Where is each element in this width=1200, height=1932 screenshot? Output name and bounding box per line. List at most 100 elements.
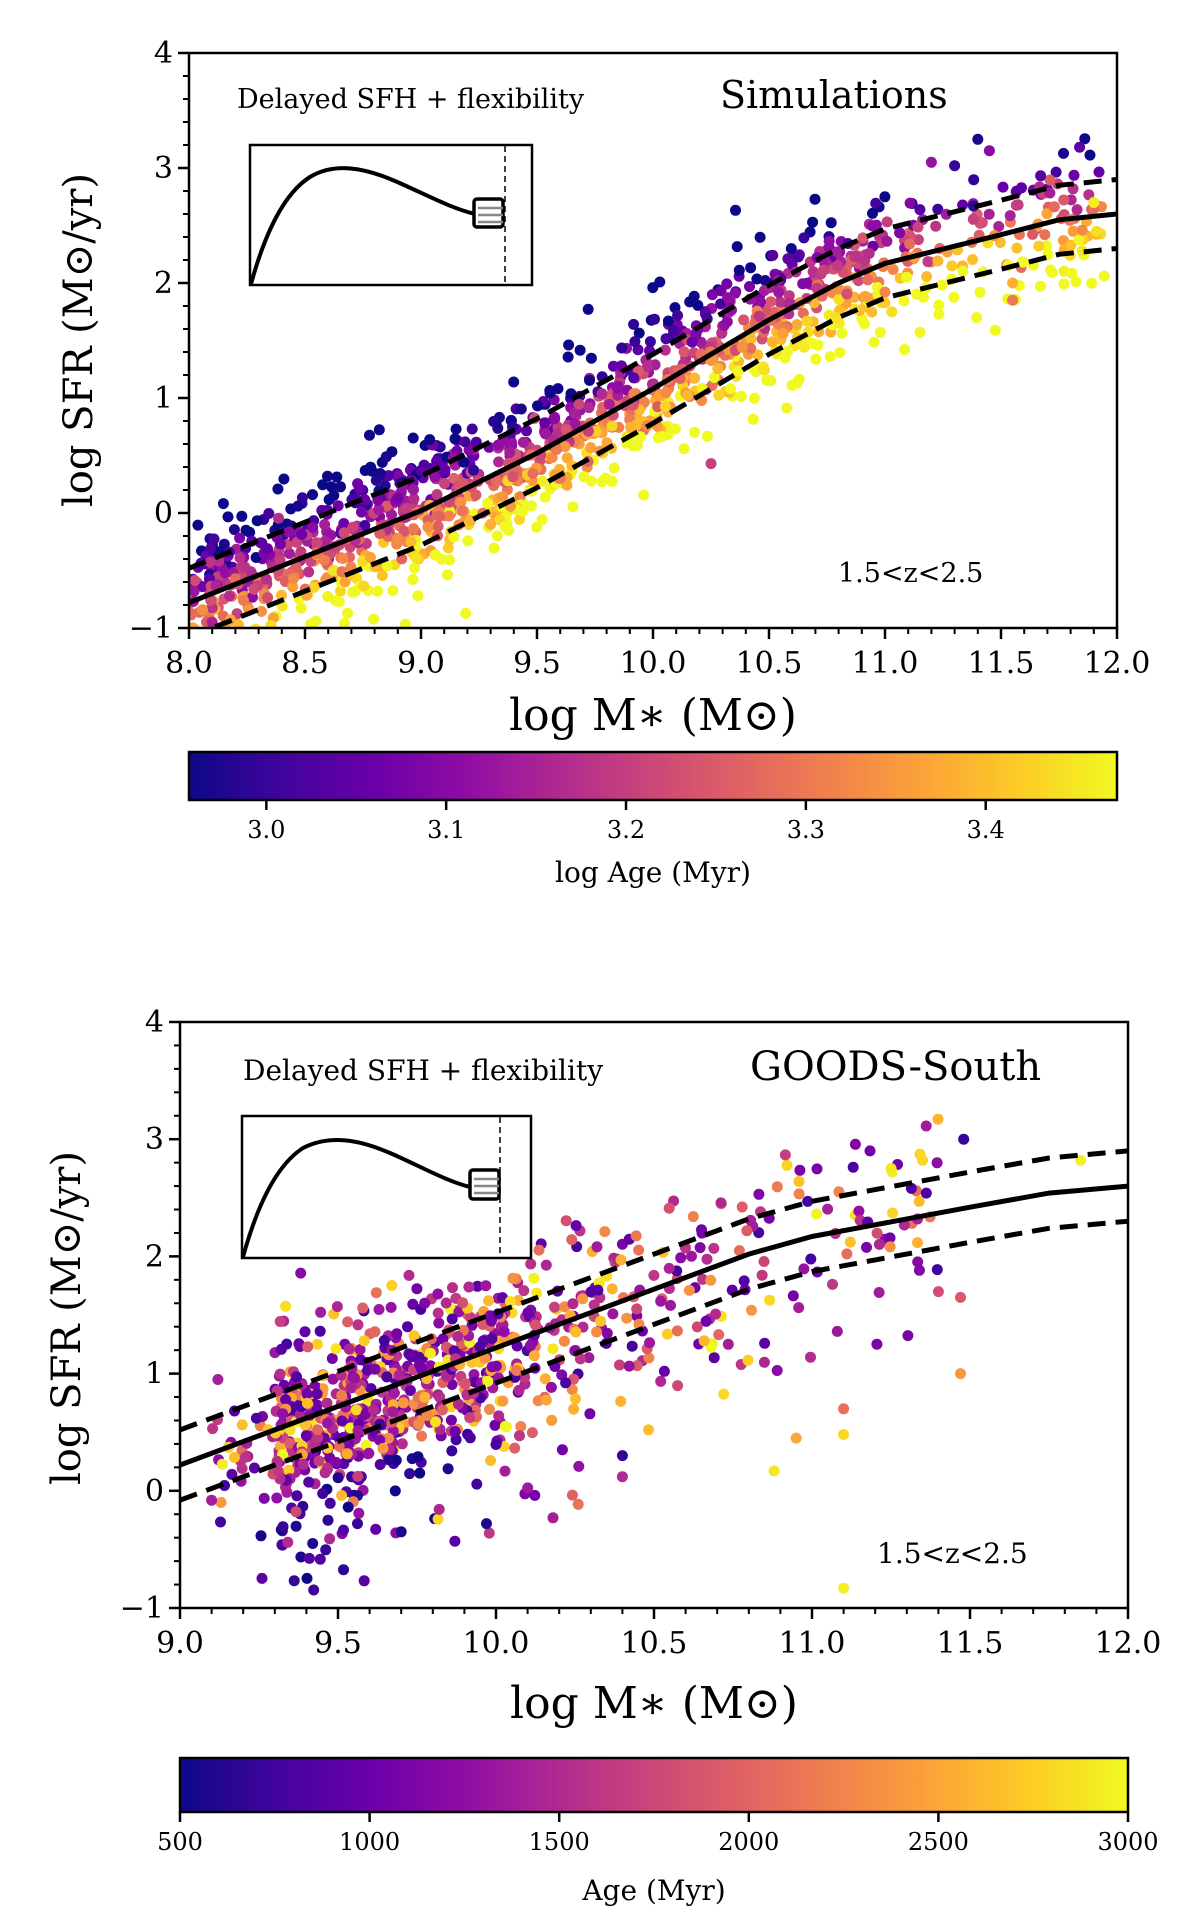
scatter-point [668,324,680,336]
scatter-point [408,493,420,505]
scatter-point [459,1378,471,1390]
scatter-point [566,1489,578,1501]
scatter-point [596,388,608,400]
scatter-point [358,1575,370,1587]
scatter-point [567,1298,579,1310]
scatter-point [662,315,674,327]
scatter-point [1044,187,1056,199]
scatter-point [914,326,926,338]
lower-scatter-line [205,246,1117,628]
scatter-point [277,1408,289,1420]
scatter-point [643,1352,655,1364]
scatter-point [395,1526,407,1538]
scatter-point [710,1308,722,1320]
scatter-point [468,464,479,476]
scatter-point [485,1315,497,1327]
scatter-point [779,1149,791,1161]
scatter-point [612,380,624,392]
scatter-point [616,1471,628,1483]
scatter-point [250,1412,262,1424]
scatter-point [754,231,766,243]
scatter-point [471,1280,483,1292]
scatter-point [759,1337,771,1349]
scatter-point [663,1202,675,1214]
scatter-point [446,1379,458,1390]
scatter-point [290,1520,302,1532]
scatter-point [606,420,618,432]
scatter-point [332,1472,344,1484]
scatter-point [408,1330,420,1342]
scatter-point [614,1359,625,1371]
main-sequence-line [189,211,1117,606]
scatter-point [215,1516,226,1528]
scatter-point [463,1281,475,1293]
scatter-point [402,1321,413,1333]
scatter-point [560,424,572,435]
scatter-point [262,592,274,604]
scatter-point [558,1335,570,1347]
scatter-point [319,1467,331,1479]
scatter-point [486,1361,498,1373]
scatter-point [352,1319,364,1331]
scatter-point [277,1521,289,1533]
scatter-point [338,527,350,539]
scatter-point [431,455,443,467]
scatter-point [433,1317,445,1329]
scatter-point [683,1284,695,1296]
scatter-point [334,585,346,597]
scatter-point [599,1226,611,1238]
scatter-point [446,1445,458,1457]
scatter-point [350,1404,362,1416]
scatter-point [1088,197,1100,208]
scatter-point [299,1326,311,1338]
scatter-point [570,1326,582,1338]
scatter-point [434,1391,446,1403]
scatter-point [866,306,878,318]
scatter-point [497,491,509,503]
scatter-point [823,235,835,247]
scatter-point [327,565,339,576]
scatter-point [733,264,745,276]
scatter-point [755,296,766,308]
scatter-point [280,1300,292,1312]
scatter-point [514,1430,525,1442]
scatter-point [429,549,441,561]
scatter-point [220,633,231,644]
scatter-point [560,1377,572,1389]
scatter-point [262,543,273,555]
y-tick-label: 4 [145,1005,164,1040]
panel-goods-south: 9.0 9.5 10.0 10.5 11.0 11.5 12.0 −1 0 1 2 3 4 Delaye… [44,1005,1161,1907]
scatter-point [894,227,906,239]
scatter-point [443,510,455,522]
scatter-point [297,1458,309,1470]
scatter-point [568,407,580,419]
scatter-point [805,1351,816,1363]
scatter-point [295,1551,307,1563]
scatter-point [234,532,246,544]
scatter-point [722,292,734,304]
scatter-point [415,1362,427,1374]
scatter-point [625,421,637,433]
scatter-point [1074,141,1086,153]
scatter-point [983,145,995,157]
scatter-point [566,1234,578,1246]
scatter-point [603,398,615,410]
scatter-point [694,1242,706,1254]
scatter-point [219,567,231,579]
scatter-point [374,1434,386,1446]
scatter-point [515,403,527,415]
scatter-point [442,569,453,581]
scatter-point [403,1348,415,1360]
scatter-point [573,398,585,410]
scatter-point [904,238,916,250]
scatter-point [899,344,911,356]
scatter-point [308,581,320,593]
scatter-point [391,1328,403,1340]
scatter-point [398,525,410,537]
scatter-point [718,1388,730,1400]
scatter-point [1098,270,1110,282]
sfh-burst-icon [472,197,505,229]
scatter-point [1071,204,1083,216]
scatter-point [838,1429,850,1440]
scatter-point [559,441,571,453]
